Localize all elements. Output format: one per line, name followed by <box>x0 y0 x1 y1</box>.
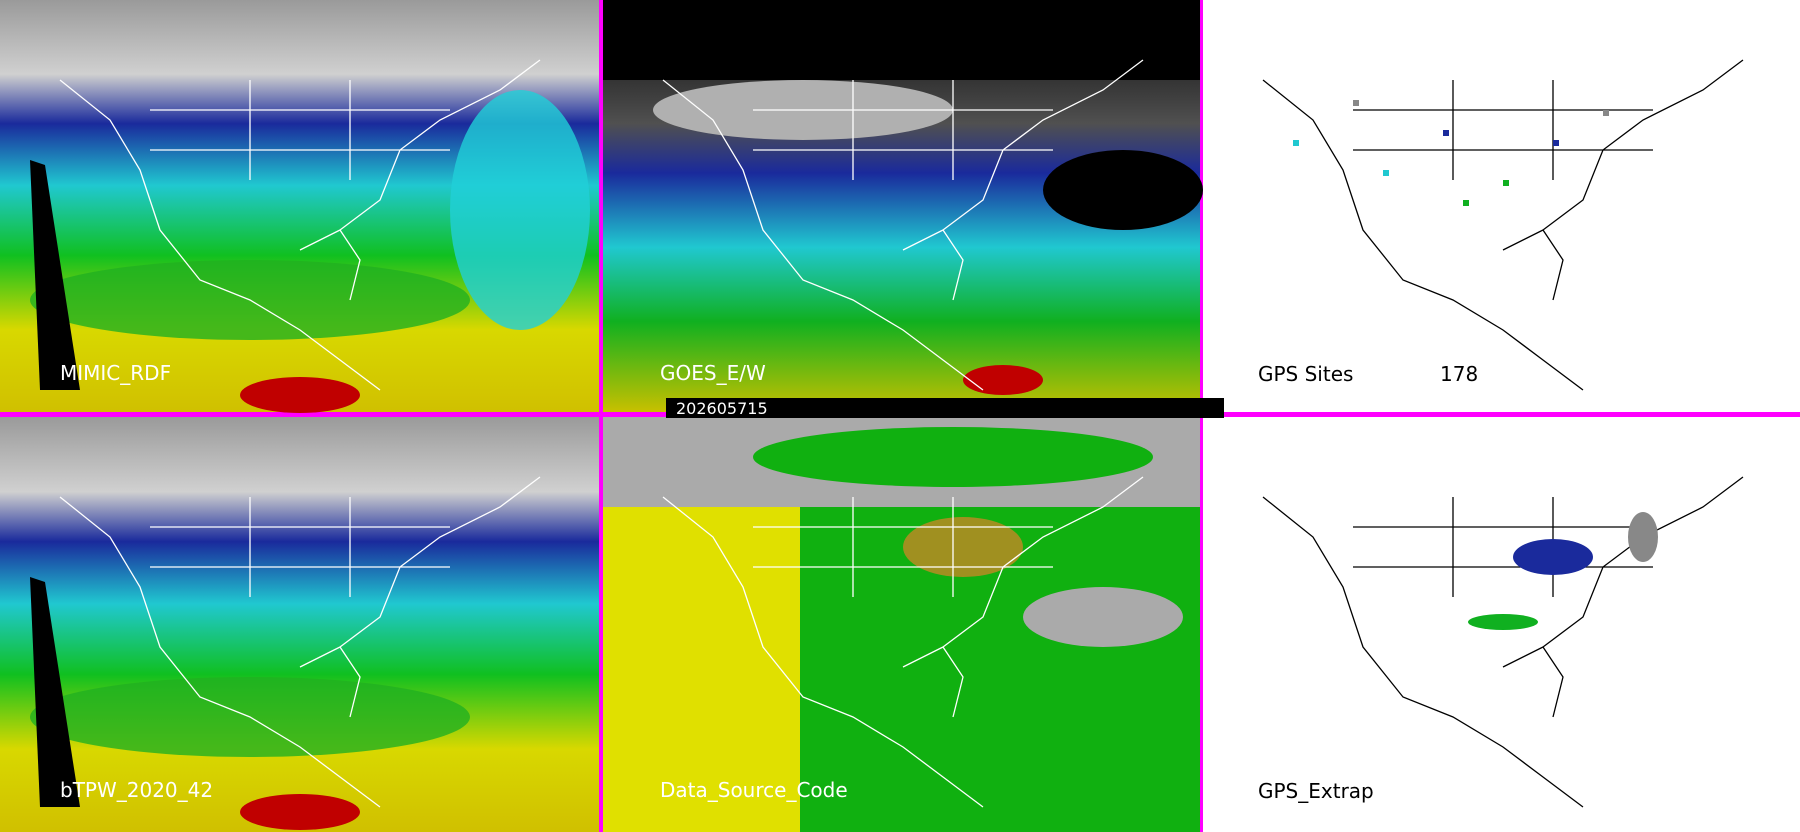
panel-goes: GOES_E/W <box>603 0 1203 412</box>
site-count: 178 <box>1440 362 1478 386</box>
panel-label: GPS Sites <box>1258 362 1353 386</box>
panel-btpw: bTPW_2020_42 <box>0 417 599 832</box>
panel-gps-sites: GPS Sites 178 <box>1203 0 1800 412</box>
panel-label: MIMIC_RDF <box>60 361 171 385</box>
panel-gps-extrap: GPS_Extrap <box>1203 417 1800 832</box>
panel-label: GPS_Extrap <box>1258 779 1374 803</box>
panel-label: GOES_E/W <box>660 361 766 385</box>
timestamp-bar <box>666 398 1224 418</box>
panel-label: bTPW_2020_42 <box>60 778 213 802</box>
panel-label: Data_Source_Code <box>660 778 848 802</box>
panel-data-source: Data_Source_Code <box>603 417 1200 832</box>
panel-mimic: MIMIC_RDF <box>0 0 599 413</box>
timestamp: 202605715 <box>676 399 768 418</box>
